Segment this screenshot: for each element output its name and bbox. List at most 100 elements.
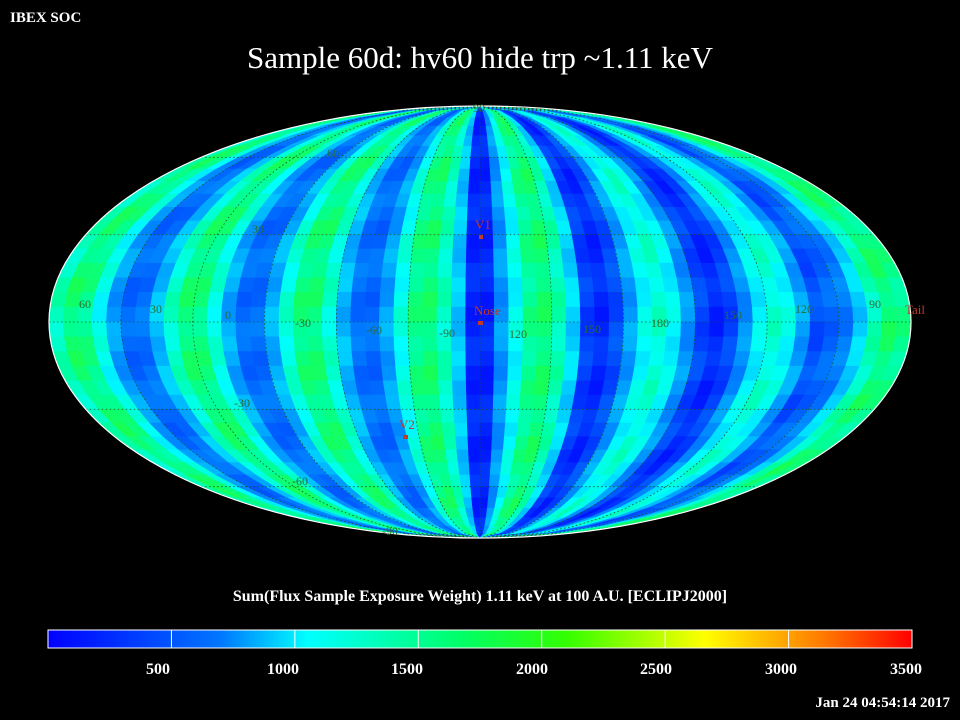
flux-cell: [106, 321, 123, 338]
flux-cell: [235, 292, 253, 308]
flux-cell: [764, 336, 782, 352]
flux-cell: [707, 292, 725, 308]
flux-cell: [192, 336, 210, 352]
flux-cell: [506, 380, 522, 396]
flux-cell: [516, 422, 532, 438]
flux-cell: [440, 220, 455, 235]
flux-cell: [479, 181, 492, 195]
flux-cell: [192, 306, 209, 323]
flux-cell: [323, 351, 340, 367]
colorbar-tick-label: 500: [146, 661, 170, 678]
flux-cell: [607, 336, 624, 352]
flux-cell: [121, 292, 139, 308]
flux-cell: [470, 486, 481, 499]
flux-cell: [852, 306, 869, 323]
flux-cell: [521, 277, 538, 293]
flux-cell: [809, 321, 826, 338]
flux-cell: [451, 277, 467, 293]
flux-cell: [416, 422, 432, 438]
flux-cell: [207, 292, 225, 308]
flux-cell: [578, 277, 595, 293]
flux-cell: [479, 168, 492, 182]
flux-cell: [394, 277, 411, 293]
flux-cell: [207, 336, 225, 352]
flux-cell: [452, 234, 468, 250]
flux-cell: [293, 292, 310, 308]
flux-cell: [522, 306, 538, 323]
flux-cell: [369, 248, 386, 264]
flux-cell: [549, 351, 566, 367]
flux-cell: [433, 449, 448, 464]
flux-cell: [422, 292, 438, 308]
flux-cell: [622, 306, 639, 323]
flux-cell: [604, 365, 621, 382]
flux-cell: [545, 234, 562, 250]
flux-cell: [751, 306, 768, 323]
flux-cell: [264, 336, 282, 352]
flux-cell: [519, 394, 535, 410]
flux-cell: [493, 336, 510, 352]
flux-cell: [385, 394, 402, 410]
flux-cell: [650, 336, 667, 352]
flux-cell: [473, 117, 481, 127]
flux-cell: [453, 220, 468, 235]
flux-cell: [465, 351, 481, 367]
flux-cell: [493, 321, 510, 338]
flux-cell: [452, 380, 467, 396]
flux-cell: [648, 351, 666, 367]
flux-cell: [398, 234, 415, 250]
flux-cell: [163, 321, 180, 338]
flux-cell: [516, 207, 532, 222]
flux-cell: [423, 262, 439, 279]
corner-label: IBEX SOC: [10, 10, 82, 26]
flux-cell: [479, 135, 489, 147]
flux-cell: [608, 306, 625, 323]
flux-cell: [664, 292, 682, 308]
flux-cell: [422, 336, 438, 352]
flux-cell: [479, 262, 495, 279]
flux-cell: [444, 449, 459, 464]
flux-cell: [471, 135, 481, 147]
flux-cell: [636, 292, 653, 308]
flux-cell: [507, 351, 524, 367]
flux-cell: [479, 193, 493, 208]
flux-cell: [439, 234, 455, 250]
flux-cell: [465, 336, 481, 352]
flux-cell: [466, 234, 481, 250]
flux-cell: [393, 292, 410, 308]
flux-cell: [866, 321, 883, 338]
flux-cell: [621, 292, 639, 308]
lat-label: -30: [234, 396, 250, 410]
flux-cell: [120, 306, 137, 323]
flux-cell: [221, 292, 239, 308]
flux-cell: [778, 292, 796, 308]
flux-cell: [63, 306, 80, 323]
flux-cell: [489, 462, 503, 476]
flux-cell: [436, 277, 453, 293]
flux-cell: [407, 321, 424, 338]
flux-cell: [517, 220, 533, 235]
flux-cell: [425, 234, 441, 250]
flux-cell: [394, 351, 411, 367]
flux-cell: [766, 306, 783, 323]
flux-cell: [336, 336, 353, 352]
flux-cell: [547, 380, 564, 396]
flux-cell: [365, 351, 382, 367]
flux-cell: [622, 321, 639, 338]
flux-cell: [606, 351, 623, 367]
flux-cell: [452, 394, 468, 410]
flux-cell: [308, 351, 326, 367]
flux-cell: [532, 394, 548, 410]
flux-cell: [409, 262, 426, 279]
flux-cell: [278, 321, 295, 338]
flux-cell: [453, 408, 468, 424]
flux-cell: [278, 336, 296, 352]
flux-cell: [395, 365, 412, 382]
flux-cell: [423, 365, 439, 382]
flux-cell: [579, 306, 596, 323]
flux-cell: [77, 321, 94, 338]
flux-cell: [490, 181, 504, 195]
flux-cell: [522, 292, 538, 308]
colorbar-tick-label: 3500: [890, 661, 922, 678]
flux-cell: [235, 321, 252, 338]
